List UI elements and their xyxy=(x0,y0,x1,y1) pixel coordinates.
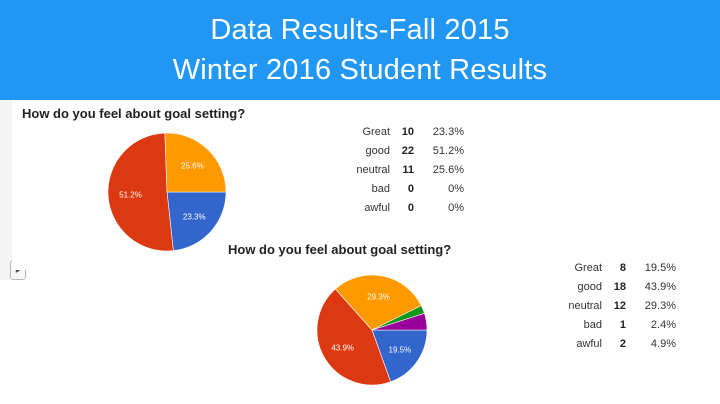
legend-row-bad: bad 1 2.4% xyxy=(542,319,682,338)
legend-count: 10 xyxy=(401,126,414,138)
slide-subtitle: Winter 2016 Student Results xyxy=(172,54,548,86)
legend-row-great: Great 8 19.5% xyxy=(542,262,682,281)
chart-title: How do you feel about goal setting? xyxy=(22,106,246,121)
legend-percent: 4.9% xyxy=(650,338,676,350)
legend-label: good xyxy=(577,281,602,293)
legend-row-awful: awful 0 0% xyxy=(330,202,470,221)
pie-chart: 23.3% 51.2% 25.6% xyxy=(107,132,227,252)
legend-label: neutral xyxy=(356,164,390,176)
legend-percent: 43.9% xyxy=(644,281,676,293)
legend-count: 0 xyxy=(407,183,414,195)
slice-percent-label: 23.3% xyxy=(183,212,206,221)
legend-label: Great xyxy=(574,262,602,274)
legend-label: bad xyxy=(371,183,390,195)
legend-row-neutral: neutral 12 29.3% xyxy=(542,300,682,319)
pie-slice-great xyxy=(166,191,227,251)
slide-title: Data Results-Fall 2015 xyxy=(210,14,510,46)
legend-count: 8 xyxy=(619,262,626,274)
legend-percent: 19.5% xyxy=(644,262,676,274)
legend-count: 18 xyxy=(613,281,626,293)
legend-row-bad: bad 0 0% xyxy=(330,183,470,202)
slice-percent-label: 43.9% xyxy=(331,343,354,352)
legend-count: 1 xyxy=(619,319,626,331)
previous-card-edge xyxy=(0,100,12,280)
pie-slice-good xyxy=(316,288,392,386)
title-banner: Data Results-Fall 2015 Winter 2016 Stude… xyxy=(0,0,720,100)
pie-chart: 19.5% 43.9% 29.3% xyxy=(316,274,428,386)
legend-percent: 25.6% xyxy=(432,164,464,176)
legend-label: good xyxy=(365,145,390,157)
legend-row-great: Great 10 23.3% xyxy=(330,126,470,145)
legend-label: neutral xyxy=(568,300,602,312)
slice-percent-label: 51.2% xyxy=(119,191,142,200)
winter-2016-results-card: How do you feel about goal setting? 19.5… xyxy=(218,238,690,404)
slice-percent-label: 29.3% xyxy=(367,293,390,302)
results-legend: Great 8 19.5% good 18 43.9% neutral 12 29.3% bad 1… xyxy=(542,262,682,357)
legend-percent: 51.2% xyxy=(432,145,464,157)
legend-label: bad xyxy=(583,319,602,331)
pie-slice-good xyxy=(107,132,174,252)
legend-percent: 0% xyxy=(448,202,464,214)
pie-slice-awful xyxy=(371,312,428,331)
legend-count: 11 xyxy=(402,164,414,176)
slice-percent-label: 19.5% xyxy=(389,346,412,355)
legend-count: 12 xyxy=(613,300,626,312)
legend-label: awful xyxy=(364,202,390,214)
legend-row-good: good 18 43.9% xyxy=(542,281,682,300)
legend-row-neutral: neutral 11 25.6% xyxy=(330,164,470,183)
legend-label: awful xyxy=(576,338,602,350)
legend-count: 2 xyxy=(619,338,626,350)
legend-percent: 2.4% xyxy=(650,319,676,331)
legend-percent: 23.3% xyxy=(432,126,464,138)
slice-percent-label: 25.6% xyxy=(181,162,204,171)
chart-title: How do you feel about goal setting? xyxy=(228,242,452,257)
pie-slice-neutral xyxy=(164,132,227,193)
legend-row-awful: awful 2 4.9% xyxy=(542,338,682,357)
legend-row-good: good 22 51.2% xyxy=(330,145,470,164)
legend-percent: 0% xyxy=(448,183,464,195)
pie-slice-great xyxy=(371,329,428,383)
results-legend: Great 10 23.3% good 22 51.2% neutral 11 25.6% bad… xyxy=(330,126,470,221)
legend-count: 0 xyxy=(407,202,414,214)
legend-count: 22 xyxy=(401,145,414,157)
legend-percent: 29.3% xyxy=(644,300,676,312)
legend-label: Great xyxy=(362,126,390,138)
